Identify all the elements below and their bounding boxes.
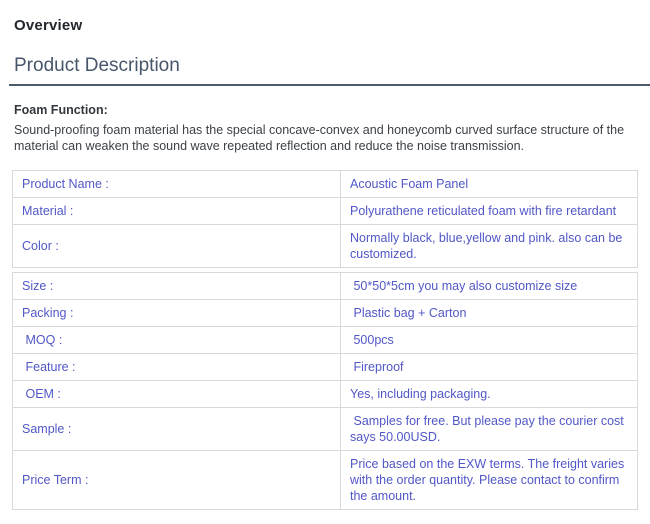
spec-value: Fireproof: [340, 353, 638, 381]
spec-label: Size :: [12, 272, 341, 300]
spec-label: OEM :: [12, 380, 341, 408]
spec-row: MOQ : 500pcs: [12, 326, 638, 354]
spec-label: MOQ :: [12, 326, 341, 354]
spec-table: Size : 50*50*5cm you may also customize …: [12, 272, 638, 510]
product-overview-page: Overview Product Description Foam Functi…: [0, 17, 650, 510]
spec-label: Color :: [12, 224, 341, 268]
spec-row: OEM : Yes, including packaging.: [12, 380, 638, 408]
spec-row: Packing : Plastic bag + Carton: [12, 299, 638, 327]
spec-value: 50*50*5cm you may also customize size: [340, 272, 638, 300]
spec-value: Samples for free. But please pay the cou…: [340, 407, 638, 451]
spec-value: Plastic bag + Carton: [340, 299, 638, 327]
spec-value: 500pcs: [340, 326, 638, 354]
spec-value: Price based on the EXW terms. The freigh…: [340, 450, 638, 510]
spec-label: Feature :: [12, 353, 341, 381]
foam-function-text: Sound-proofing foam material has the spe…: [14, 123, 625, 153]
spec-row: Sample : Samples for free. But please pa…: [12, 407, 638, 451]
spec-label: Product Name :: [12, 170, 341, 198]
spec-label: Price Term :: [12, 450, 341, 510]
spec-row: Color : Normally black, blue,yellow and …: [12, 224, 638, 268]
spec-table: Product Name : Acoustic Foam Panel Mater…: [12, 170, 638, 268]
spec-value: Yes, including packaging.: [340, 380, 638, 408]
spec-label: Material :: [12, 197, 341, 225]
section-divider: [9, 84, 650, 86]
spec-label: Packing :: [12, 299, 341, 327]
spec-tables: Product Name : Acoustic Foam Panel Mater…: [12, 170, 638, 510]
foam-function-heading: Foam Function:: [14, 103, 108, 117]
spec-row: Feature : Fireproof: [12, 353, 638, 381]
spec-value: Acoustic Foam Panel: [340, 170, 638, 198]
section-title: Product Description: [14, 55, 180, 76]
spec-row: Material : Polyurathene reticulated foam…: [12, 197, 638, 225]
spec-value: Polyurathene reticulated foam with fire …: [340, 197, 638, 225]
spec-row: Size : 50*50*5cm you may also customize …: [12, 272, 638, 300]
spec-label: Sample :: [12, 407, 341, 451]
spec-row: Price Term : Price based on the EXW term…: [12, 450, 638, 510]
page-title: Overview: [14, 17, 83, 34]
spec-value: Normally black, blue,yellow and pink. al…: [340, 224, 638, 268]
spec-row: Product Name : Acoustic Foam Panel: [12, 170, 638, 198]
